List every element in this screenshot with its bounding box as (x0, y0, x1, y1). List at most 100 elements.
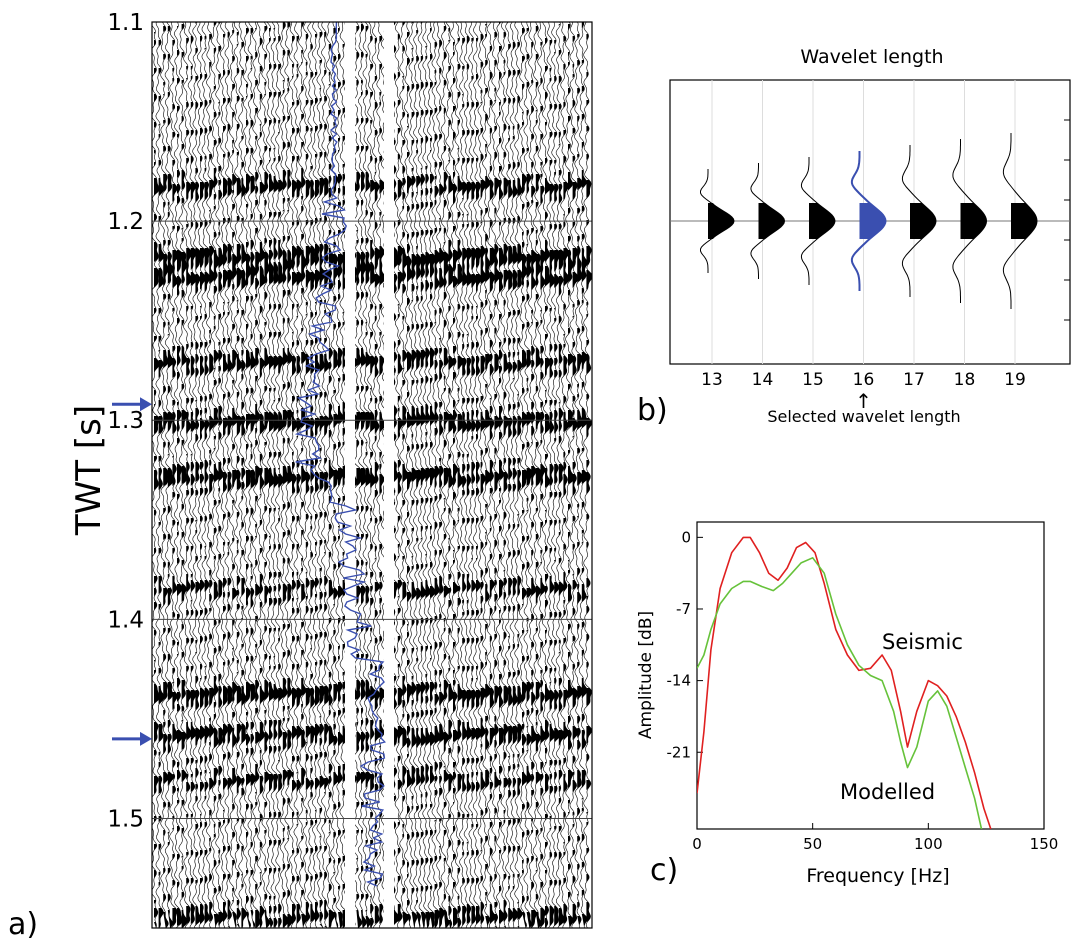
trace-fill (158, 40, 165, 928)
frequency-tick-label: 0 (692, 835, 702, 853)
wavelet-set: 13 14 15 16 17 18 19 (670, 79, 1070, 390)
wavelet-lobe-17 (910, 203, 936, 239)
wavelet-length-tick: 16 (853, 370, 875, 390)
trace-fill (218, 22, 225, 926)
amplitude-tick-label: 0 (681, 528, 691, 546)
trace-fill (186, 38, 193, 924)
trace-fill (287, 22, 294, 928)
trace-fill (586, 34, 592, 922)
trace-fill (397, 34, 404, 922)
trace-fill (370, 36, 377, 928)
trace-fill (356, 26, 363, 928)
frequency-tick-label: 100 (914, 835, 943, 853)
wavelet-length-tick: 19 (1004, 370, 1026, 390)
seismic-trace (169, 22, 180, 928)
wavelet-length-tick: 18 (954, 370, 976, 390)
seismic-trace (454, 22, 465, 928)
seismic-trace (394, 22, 405, 928)
seismic-trace (238, 22, 248, 928)
trace-fill (374, 38, 382, 924)
trace-gap (384, 22, 394, 928)
panel-c: 0 50 100 150 0 -7 -14 -21 Seismic Modelled Freq… (636, 521, 1059, 888)
wavelet-lobe-19 (1011, 203, 1037, 239)
marker-arrow-head (140, 397, 152, 412)
trace-fill (522, 28, 529, 928)
twt-tick-label: 1.5 (107, 806, 144, 832)
twt-tick-label: 1.2 (107, 209, 144, 235)
seismic-trace (173, 22, 184, 928)
marker-arrow-head (140, 731, 152, 746)
trace-fill (545, 38, 552, 928)
seismic-trace (155, 22, 165, 928)
trace-fill (154, 32, 160, 928)
selected-wavelet-label: Selected wavelet length (767, 407, 960, 426)
trace-fill (292, 36, 299, 924)
amplitude-axis-label: Amplitude [dB] (636, 611, 656, 739)
trace-fill (443, 26, 450, 928)
seismic-traces (152, 22, 592, 928)
amplitude-tick-label: -7 (676, 600, 691, 618)
frequency-tick-label: 50 (803, 835, 822, 853)
trace-fill (246, 28, 253, 928)
trace-fill (512, 42, 519, 922)
selected-arrow: ↑ (855, 389, 872, 413)
trace-fill (315, 34, 322, 928)
trace-fill (264, 26, 271, 928)
seismic-trace (514, 22, 524, 928)
seismic-trace (252, 22, 262, 928)
panel-b: Wavelet length 13 14 15 16 17 18 19 b) ↑ Selec… (637, 46, 1071, 428)
twt-axis-ticks: 1.1 1.2 1.3 1.4 1.5 (107, 10, 144, 832)
seismic-trace (201, 22, 212, 928)
seismic-trace (302, 22, 313, 928)
trace-fill (508, 44, 514, 922)
trace-fill (250, 28, 257, 928)
trace-fill (535, 26, 542, 928)
trace-fill (177, 26, 184, 926)
wavelet-length-tick: 14 (752, 370, 774, 390)
trace-fill (503, 32, 510, 928)
wavelet-lobe-15 (809, 203, 835, 239)
seismic-trace (509, 22, 520, 928)
seismic-trace (500, 22, 511, 928)
seismic-trace (551, 22, 562, 928)
wavelet-length-tick: 17 (903, 370, 925, 390)
spectrum-lines (697, 536, 992, 829)
seismic-trace (183, 22, 193, 928)
spectrum-ticks: 0 50 100 150 0 -7 -14 -21 (667, 528, 1059, 853)
seismic-trace (569, 22, 580, 928)
seismic-trace (528, 22, 539, 928)
seismic-trace (275, 22, 286, 928)
trace-fill (195, 22, 202, 926)
twt-tick-label: 1.3 (107, 408, 144, 434)
seismic-trace (472, 22, 483, 928)
seismic-trace (288, 22, 299, 928)
trace-fill (305, 34, 313, 922)
seismic-trace (224, 22, 234, 928)
trace-fill (489, 46, 496, 924)
trace-fill (480, 34, 487, 924)
seismic-trace (431, 22, 442, 928)
seismic-trace (233, 22, 243, 928)
trace-fill (361, 24, 367, 928)
trace-fill (181, 24, 188, 928)
seismic-trace (367, 22, 378, 928)
trace-fill (439, 40, 446, 928)
trace-fill (402, 22, 409, 928)
trace-fill (333, 28, 341, 928)
seismic-trace (436, 22, 447, 928)
seismic-trace (270, 22, 281, 928)
panel-a-tag: a) (8, 907, 38, 942)
seismic-frame (151, 21, 593, 929)
trace-fill (223, 34, 230, 928)
twt-tick-label: 1.4 (107, 607, 144, 633)
trace-fill (517, 42, 523, 928)
trace-fill (236, 32, 243, 928)
trace-fill (204, 36, 211, 924)
seismic-trace (505, 22, 515, 928)
seismic-trace (196, 22, 207, 928)
trace-fill (163, 26, 170, 928)
trace-fill (342, 44, 350, 928)
seismic-trace (463, 22, 474, 928)
seismic-trace (311, 22, 322, 928)
trace-fill (499, 22, 506, 924)
